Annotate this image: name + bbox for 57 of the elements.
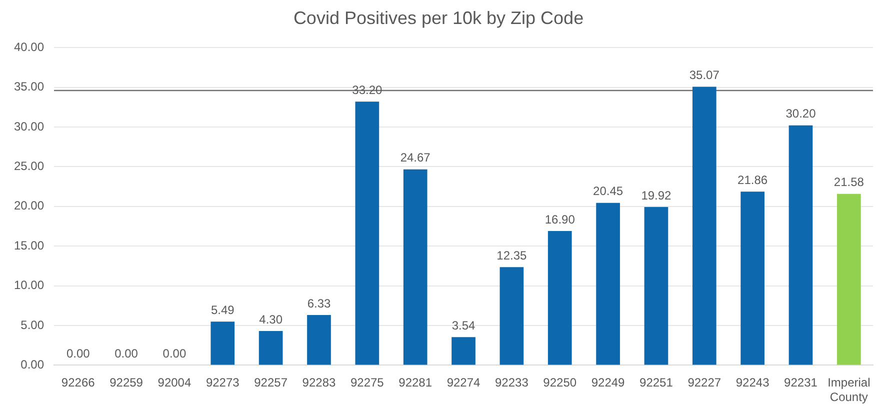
- data-label: 19.92: [641, 188, 672, 202]
- bar: [210, 322, 235, 365]
- x-tick-label: 92257: [254, 376, 288, 390]
- x-tick-label: 92233: [495, 376, 529, 390]
- data-label: 0.00: [114, 346, 138, 361]
- data-label: 4.30: [259, 312, 283, 326]
- x-tick-label: 92227: [688, 376, 722, 390]
- y-tick-label: 15.00: [14, 238, 44, 252]
- x-tick-label: 92283: [302, 376, 336, 390]
- data-label: 0.00: [66, 346, 90, 361]
- bar: [788, 125, 813, 365]
- bar: [500, 267, 524, 365]
- data-label: 35.07: [689, 68, 720, 82]
- x-tick-label: 92275: [350, 376, 384, 390]
- bar: [548, 231, 572, 365]
- data-label: 6.33: [307, 296, 331, 310]
- y-tick-label: 0.00: [20, 358, 44, 372]
- data-label: 12.35: [496, 248, 528, 262]
- x-tick-label: 92231: [784, 376, 818, 390]
- data-label: 5.49: [210, 302, 235, 317]
- bar: [452, 337, 476, 365]
- bar: [644, 207, 668, 365]
- data-label: 24.67: [400, 150, 431, 165]
- x-tick-label: 92251: [640, 376, 674, 390]
- x-tick-label: 92250: [543, 376, 577, 390]
- y-tick-label: 25.00: [14, 159, 44, 174]
- y-tick-label: 5.00: [20, 318, 44, 332]
- x-tick-label: 92243: [736, 376, 770, 390]
- bar: [692, 86, 716, 365]
- bar: [740, 192, 764, 365]
- x-tick-label: 92281: [398, 376, 432, 390]
- x-tick-label: 92266: [61, 376, 96, 390]
- bar: [403, 169, 428, 365]
- data-label: 20.45: [593, 184, 624, 198]
- x-tick-label: 92259: [110, 376, 144, 390]
- chart-title: Covid Positives per 10k by Zip Code: [293, 8, 584, 28]
- y-tick-label: 10.00: [14, 278, 44, 292]
- bar: [355, 102, 380, 365]
- data-label: 3.54: [452, 318, 476, 332]
- data-label: 16.90: [544, 212, 576, 226]
- x-tick-label: Imperial County: [828, 376, 870, 404]
- x-tick-label: 92273: [206, 376, 240, 390]
- y-tick-label: 20.00: [14, 198, 44, 213]
- y-tick-label: 30.00: [14, 119, 44, 134]
- bar: [836, 194, 861, 365]
- y-tick-label: 35.00: [14, 80, 44, 94]
- x-tick-label: 92004: [158, 376, 192, 390]
- data-label: 30.20: [786, 106, 816, 121]
- data-label: 0.00: [162, 346, 186, 361]
- x-tick-label: 92249: [591, 376, 626, 390]
- data-label: 21.58: [834, 175, 864, 190]
- bar: [258, 331, 283, 365]
- data-label: 21.86: [738, 172, 768, 187]
- y-tick-label: 40.00: [14, 40, 44, 54]
- bar: [596, 202, 620, 365]
- bar: [307, 314, 331, 365]
- x-tick-label: 92274: [446, 376, 481, 390]
